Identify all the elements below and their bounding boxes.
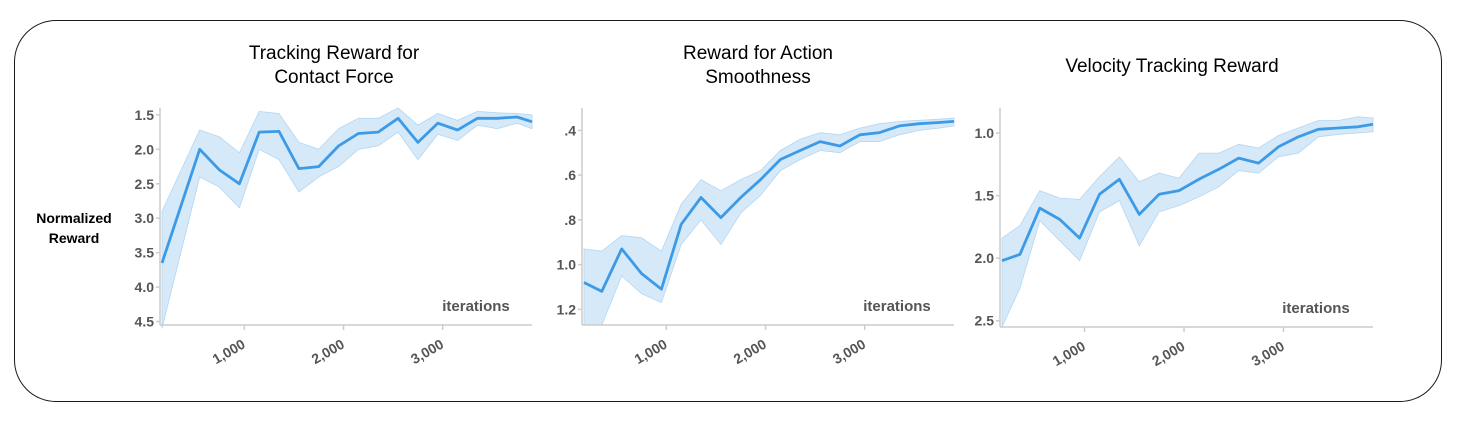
y-tick-label: 3.0 (135, 210, 155, 226)
y-tick-label: 1.5 (135, 107, 155, 123)
chart-title-line-2: Contact Force (274, 67, 393, 88)
y-tick-label: .4 (564, 122, 576, 138)
x-axis-label: iterations (1282, 300, 1350, 317)
y-tick-label: 4.5 (135, 314, 155, 330)
y-tick-label: 1.2 (557, 301, 577, 317)
x-tick-label: 3,000 (830, 336, 869, 367)
x-axis-label: iterations (442, 298, 510, 315)
x-tick-label: 2,000 (1149, 338, 1188, 369)
chart-title-line-1: Reward for Action (683, 43, 833, 64)
chart-title-line-1: Velocity Tracking Reward (1065, 56, 1278, 77)
confidence-band (584, 118, 954, 325)
y-tick-label: 1.0 (975, 125, 995, 141)
y-tick-label: .6 (564, 167, 576, 183)
chart-3: Velocity Tracking Reward 1.0 1.5 2.0 2.5 1,00… (975, 56, 1373, 369)
x-tick-label: 1,000 (631, 336, 670, 367)
y-tick-label: 2.0 (975, 250, 995, 266)
y-tick-label: 1.5 (975, 188, 995, 204)
x-axis-label: iterations (863, 298, 931, 315)
chart-1: Tracking Reward for Contact Force 1.5 2.0 2.… (135, 43, 532, 367)
y-tick-label: .8 (564, 212, 576, 228)
y-tick-label: 3.5 (135, 245, 155, 261)
y-tick-label: 4.0 (135, 279, 155, 295)
x-tick-label: 2,000 (731, 336, 770, 367)
confidence-band (1002, 117, 1373, 327)
chart-2: Reward for Action Smoothness .4 .6 .8 1.0 1.2 1… (557, 43, 954, 367)
chart-title-line-1: Tracking Reward for (249, 43, 420, 64)
y-tick-label: 2.5 (975, 313, 995, 329)
x-tick-label: 1,000 (1050, 338, 1089, 369)
x-tick-label: 3,000 (408, 336, 447, 367)
x-tick-label: 1,000 (209, 336, 248, 367)
x-tick-label: 2,000 (309, 336, 348, 367)
y-tick-label: 2.5 (135, 176, 155, 192)
y-tick-label: 1.0 (557, 257, 577, 273)
y-tick-label: 2.0 (135, 141, 155, 157)
chart-title-line-2: Smoothness (705, 67, 811, 88)
x-tick-label: 3,000 (1249, 338, 1288, 369)
